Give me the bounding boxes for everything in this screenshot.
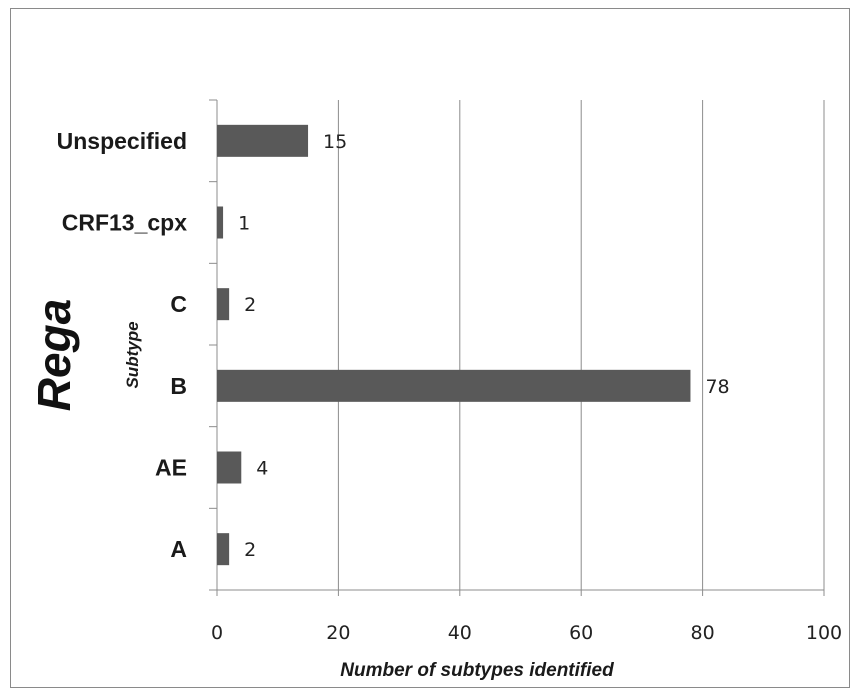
labels: 0 20 40 60 80 100 Unspecified 15 CRF13_cpx 1 C 2 B 78…	[57, 128, 843, 644]
x-tick-label: 80	[691, 622, 715, 644]
bar-c	[217, 288, 230, 321]
data-label: 15	[323, 131, 347, 153]
bars	[217, 124, 691, 566]
axes	[209, 99, 825, 596]
category-label: B	[170, 373, 187, 399]
category-label: CRF13_cpx	[62, 210, 187, 236]
x-tick-label: 0	[211, 622, 223, 644]
x-tick-label: 100	[806, 622, 842, 644]
chart-frame	[10, 8, 850, 688]
data-label: 4	[256, 458, 268, 480]
y-axis-title: Subtype	[123, 321, 142, 388]
category-label: C	[170, 291, 187, 317]
bar-b	[217, 369, 691, 402]
bar-crf13_cpx	[217, 206, 224, 239]
side-title: Rega	[28, 299, 80, 411]
x-tick-label: 60	[569, 622, 593, 644]
category-label: AE	[155, 455, 187, 481]
data-label: 1	[238, 213, 250, 235]
category-label: A	[170, 536, 187, 562]
category-label: Unspecified	[57, 128, 187, 154]
x-axis-title: Number of subtypes identified	[340, 660, 614, 681]
bar-ae	[217, 451, 242, 484]
bar-a	[217, 533, 230, 566]
x-tick-label: 40	[448, 622, 472, 644]
bar-unspecified	[217, 124, 309, 157]
data-label: 78	[705, 376, 729, 398]
data-label: 2	[244, 294, 256, 316]
data-label: 2	[244, 539, 256, 561]
x-tick-label: 20	[326, 622, 350, 644]
gridlines	[337, 100, 825, 590]
